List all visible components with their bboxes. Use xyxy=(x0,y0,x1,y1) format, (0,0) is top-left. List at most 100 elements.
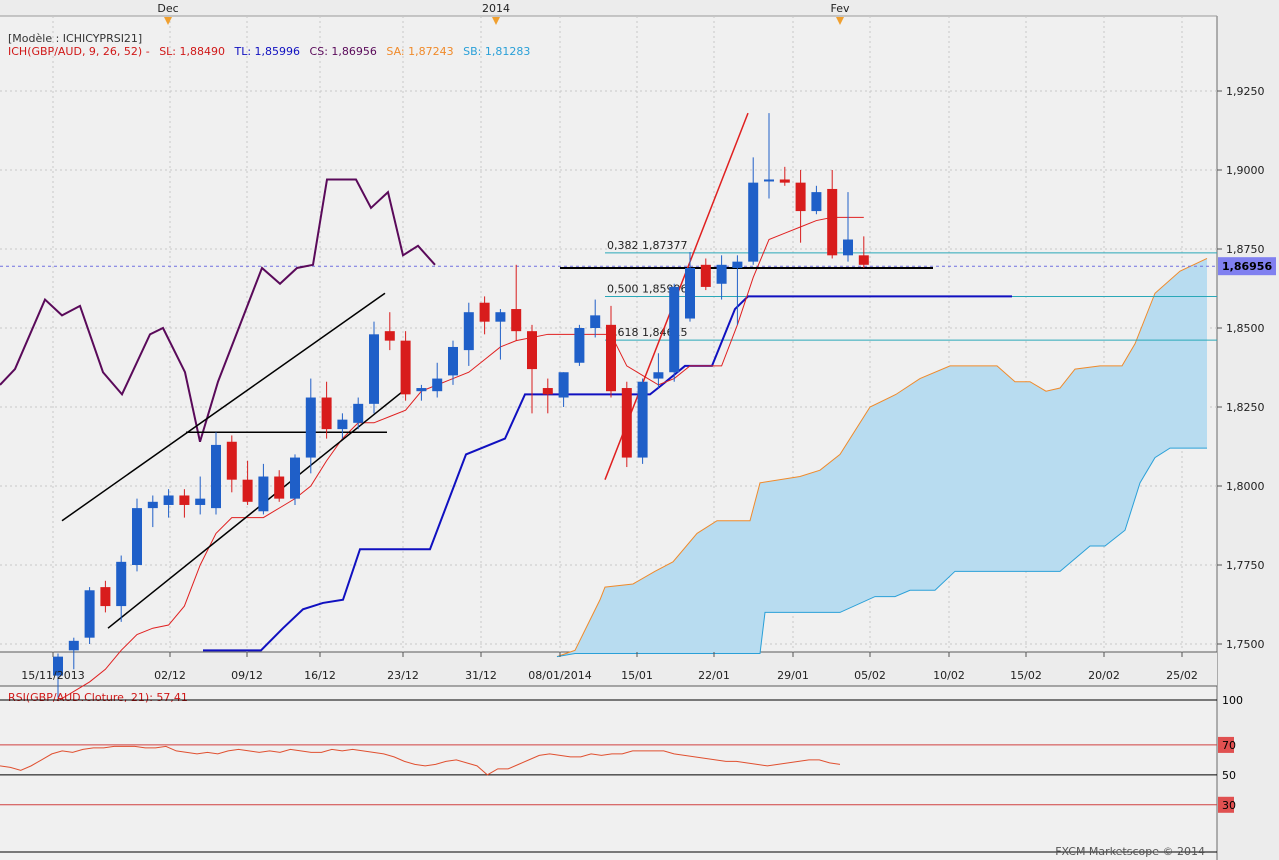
price-label-4: 1,8250 xyxy=(1226,401,1265,414)
candle-body-7 xyxy=(163,495,174,505)
candle-body-35 xyxy=(606,324,616,392)
date-label-12: 15/02 xyxy=(1010,669,1042,682)
candle-body-5 xyxy=(132,508,142,565)
candle-body-11 xyxy=(226,441,237,480)
date-label-7: 15/01 xyxy=(621,669,653,682)
candle-body-42 xyxy=(716,264,727,284)
candle-body-28 xyxy=(495,312,506,322)
date-label-8: 22/01 xyxy=(698,669,730,682)
top-axis-label-2: Fev xyxy=(830,2,849,15)
candle-body-6 xyxy=(147,501,158,509)
template-label: [Modèle : ICHICYPRSI21] xyxy=(8,32,142,45)
price-label-0: 1,9250 xyxy=(1226,85,1265,98)
candle-body-34 xyxy=(590,315,601,328)
price-label-6: 1,7750 xyxy=(1226,559,1265,572)
price-label-1: 1,9000 xyxy=(1226,164,1265,177)
price-label-3: 1,8500 xyxy=(1226,322,1265,335)
top-axis: Dec 2014 Fev xyxy=(157,2,850,25)
candle-body-17 xyxy=(321,397,332,430)
candle-body-47 xyxy=(795,182,806,212)
candle-body-20 xyxy=(369,334,379,404)
price-axis-bg xyxy=(1217,0,1279,860)
candle-body-44 xyxy=(748,182,759,262)
sa-value: SA: 1,87243 xyxy=(386,45,453,58)
top-axis-label-0: Dec xyxy=(157,2,178,15)
top-axis-marker-2 xyxy=(836,17,844,25)
current-price-label: 1,86956 xyxy=(1222,260,1272,273)
indicator-label: ICH(GBP/AUD, 9, 26, 52) - xyxy=(8,45,150,58)
cs-value: CS: 1,86956 xyxy=(310,45,377,58)
fib-label-2: 0,618 1,84615 xyxy=(607,326,687,339)
top-axis-marker-1 xyxy=(492,17,500,25)
candle-body-8 xyxy=(179,495,190,505)
candle-body-49 xyxy=(827,188,838,256)
candle-body-12 xyxy=(242,479,253,502)
sb-value: SB: 1,81283 xyxy=(463,45,530,58)
date-label-5: 31/12 xyxy=(465,669,497,682)
candle-body-25 xyxy=(448,346,458,376)
candlesticks xyxy=(53,113,869,698)
candle-body-14 xyxy=(274,476,285,499)
date-label-0: 15/11/2013 xyxy=(21,669,84,682)
ichimoku-cloud xyxy=(556,258,1208,658)
date-label-14: 25/02 xyxy=(1166,669,1198,682)
rsi-level-label-30: 30 xyxy=(1222,799,1236,812)
candle-body-50 xyxy=(843,239,853,256)
rsi-badge-70 xyxy=(1218,736,1234,753)
candle-body-37 xyxy=(637,381,648,458)
candle-body-30 xyxy=(527,331,537,370)
date-label-4: 23/12 xyxy=(387,669,419,682)
rsi-level-label-50: 50 xyxy=(1222,769,1236,782)
candle-body-29 xyxy=(511,309,522,332)
rsi-level-label-100: 100 xyxy=(1222,694,1243,707)
candle-body-22 xyxy=(400,340,411,395)
candle-body-45 xyxy=(764,179,774,182)
candle-body-48 xyxy=(811,192,822,212)
candle-body-10 xyxy=(211,444,221,509)
current-price-badge xyxy=(1218,257,1276,276)
candle-body-21 xyxy=(384,331,395,341)
candle-body-4 xyxy=(116,561,127,607)
price-axis: 1,9250 1,9000 1,8750 1,8500 1,8250 1,8000 1,77… xyxy=(1217,85,1276,651)
price-label-2: 1,8750 xyxy=(1226,243,1265,256)
candle-body-1 xyxy=(68,640,79,651)
candle-body-15 xyxy=(290,457,300,499)
date-label-9: 29/01 xyxy=(777,669,809,682)
chikou-span xyxy=(0,178,436,443)
date-label-1: 02/12 xyxy=(154,669,186,682)
candle-body-23 xyxy=(416,388,427,392)
tl-value: TL: 1,85996 xyxy=(234,45,301,58)
date-axis: 15/11/2013 02/12 09/12 16/12 23/12 31/12 08/01… xyxy=(21,652,1198,682)
date-label-6: 08/01/2014 xyxy=(528,669,591,682)
candle-body-19 xyxy=(353,403,364,423)
rsi-level-label-70: 70 xyxy=(1222,739,1236,752)
rsi-label: RSI(GBP/AUD.Cloture, 21): 57,41 xyxy=(8,691,188,704)
candle-body-3 xyxy=(100,587,111,607)
price-label-5: 1,8000 xyxy=(1226,480,1265,493)
date-label-11: 10/02 xyxy=(933,669,965,682)
candle-body-51 xyxy=(858,255,869,265)
rsi-panel[interactable]: RSI(GBP/AUD.Cloture, 21): 57,41 100 70 50 3… xyxy=(0,691,1243,853)
watermark: FXCM Marketscope © 2014 xyxy=(1055,845,1205,858)
price-label-7: 1,7500 xyxy=(1226,638,1265,651)
candle-body-32 xyxy=(558,372,569,398)
rsi-badge-30 xyxy=(1218,796,1234,813)
date-label-10: 05/02 xyxy=(854,669,886,682)
legend-line: ICH(GBP/AUD, 9, 26, 52) - SL: 1,88490 TL… xyxy=(8,45,530,58)
cloud-fill xyxy=(557,258,1207,657)
trendline-1 xyxy=(107,390,404,629)
candle-body-26 xyxy=(463,312,474,351)
candle-body-33 xyxy=(574,328,585,363)
candle-body-24 xyxy=(432,378,443,392)
candle-body-9 xyxy=(195,498,206,505)
top-axis-label-1: 2014 xyxy=(482,2,510,15)
senkou-span-a xyxy=(556,258,1208,658)
candle-body-0 xyxy=(53,656,63,676)
rsi-line xyxy=(0,745,841,776)
candle-body-13 xyxy=(258,476,269,512)
date-label-13: 20/02 xyxy=(1088,669,1120,682)
candle-body-27 xyxy=(479,302,490,322)
candle-body-46 xyxy=(779,179,790,183)
trendline-0 xyxy=(61,292,386,522)
